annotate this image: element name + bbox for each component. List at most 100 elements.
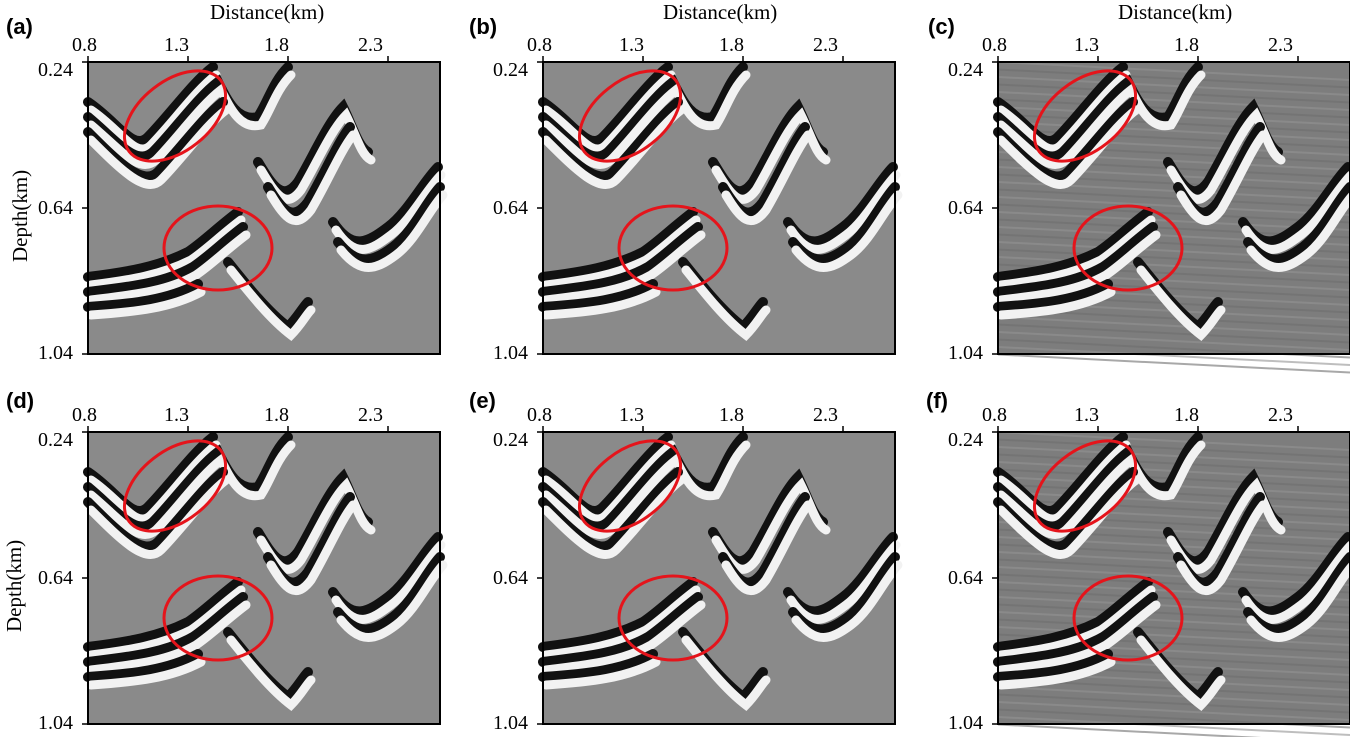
x-tick: 1.8 — [264, 34, 289, 56]
x-tick: 2.3 — [813, 404, 838, 426]
y-tick: 1.04 — [493, 342, 528, 364]
panel-d: (d) Depth(km) 0.8 1.3 1.8 2.3 0.24 0.64 … — [0, 370, 448, 734]
highlight-ellipse — [162, 574, 274, 662]
noise-texture — [997, 723, 1263, 737]
reflector-bright — [541, 600, 706, 675]
x-tick: 1.8 — [1174, 34, 1199, 56]
reflector-bright — [996, 440, 1206, 539]
reflector-bright — [791, 560, 903, 642]
reflector-bright — [86, 440, 296, 539]
reflector-bright — [996, 105, 1141, 189]
reflector-bright — [86, 70, 221, 154]
highlight-ellipse — [577, 439, 683, 533]
panel-a: (a) Distance(km) Depth(km) 0.8 1.3 1.8 2… — [0, 0, 448, 364]
reflector-bright — [996, 585, 1156, 660]
reflector-bright — [996, 230, 1161, 305]
noise-texture — [997, 61, 1350, 81]
reflector-bright — [226, 635, 316, 711]
reflector-bright — [996, 657, 1116, 690]
reflector-bright — [86, 475, 231, 559]
reflector-bright — [711, 107, 831, 204]
noise-texture — [997, 701, 1350, 721]
reflector-bright — [1166, 107, 1286, 204]
x-tick: 1.8 — [1174, 404, 1199, 426]
reflector-dark — [538, 432, 748, 532]
reflector-dark — [333, 182, 445, 265]
highlight-ellipse — [617, 204, 729, 292]
seismic-image — [82, 426, 448, 725]
x-tick: 2.3 — [1268, 404, 1293, 426]
seismic-image — [537, 426, 903, 725]
x-tick: 1.8 — [264, 404, 289, 426]
x-tick: 0.8 — [982, 404, 1007, 426]
noise-texture — [997, 323, 1350, 344]
reflector-dark — [538, 592, 703, 667]
panel-label: (a) — [6, 14, 33, 39]
reflector-dark — [1243, 552, 1350, 635]
y-tick: 1.04 — [948, 342, 983, 364]
reflector-bright — [541, 215, 701, 290]
noise-texture — [997, 566, 1350, 586]
noise-texture — [997, 558, 1350, 579]
highlight-ellipse — [1072, 204, 1184, 292]
x-tick: 2.3 — [358, 34, 383, 56]
x-tick: 0.8 — [72, 404, 97, 426]
noise-texture — [997, 446, 1350, 466]
reflector-bright — [681, 635, 771, 711]
reflector-dark — [83, 577, 243, 652]
x-tick: 1.3 — [619, 404, 644, 426]
reflector-bright — [996, 215, 1156, 290]
y-tick: 1.04 — [38, 712, 73, 734]
reflector-dark — [538, 577, 698, 652]
noise-texture — [997, 716, 1350, 736]
reflector-dark — [783, 532, 898, 617]
y-tick: 0.64 — [948, 567, 983, 589]
panel-b: (b) Distance(km) 0.8 1.3 1.8 2.3 0.24 0.… — [455, 0, 903, 364]
noise-texture — [997, 573, 1350, 594]
y-tick: 0.64 — [493, 197, 528, 219]
reflector-bright — [86, 600, 251, 675]
noise-texture — [997, 188, 1350, 209]
reflector-bright — [996, 70, 1131, 154]
reflector-dark — [993, 432, 1203, 532]
reflector-bright — [1246, 191, 1350, 272]
x-tick: 2.3 — [358, 404, 383, 426]
reflector-dark — [83, 649, 203, 682]
reflector-bright — [256, 477, 376, 574]
seismic-section — [538, 432, 903, 724]
highlight-ellipse — [577, 69, 683, 163]
x-tick: 1.8 — [719, 34, 744, 56]
x-tick: 0.8 — [527, 404, 552, 426]
reflector-bright — [996, 287, 1116, 320]
reflector-dark — [783, 162, 898, 247]
reflector-bright — [226, 265, 316, 341]
reflector-dark — [993, 577, 1153, 652]
y-tick: 0.64 — [38, 567, 73, 589]
x-tick: 1.3 — [1074, 34, 1099, 56]
reflector-dark — [993, 207, 1153, 282]
reflector-bright — [786, 540, 901, 624]
reflector-dark — [333, 552, 445, 635]
noise-texture — [997, 626, 1350, 646]
reflector-dark — [993, 62, 1203, 162]
noise-texture — [997, 83, 1350, 104]
seismic-image — [992, 426, 1350, 737]
seismic-section — [538, 62, 903, 354]
seismic-section — [993, 431, 1350, 737]
y-tick: 0.64 — [948, 197, 983, 219]
seismic-image — [537, 56, 903, 355]
x-tick: 1.3 — [1074, 404, 1099, 426]
reflector-dark — [993, 649, 1113, 682]
reflector-dark — [538, 62, 748, 162]
reflector-dark — [993, 592, 1158, 667]
reflector-dark — [83, 62, 293, 162]
panel-label: (c) — [928, 14, 955, 39]
reflector-bright — [996, 70, 1206, 169]
reflector-bright — [541, 287, 661, 320]
seismic-image — [992, 56, 1350, 374]
reflector-dark — [328, 532, 443, 617]
noise-texture — [997, 316, 1350, 336]
x-tick: 1.8 — [719, 404, 744, 426]
reflector-bright — [86, 230, 251, 305]
y-tick: 1.04 — [948, 712, 983, 734]
